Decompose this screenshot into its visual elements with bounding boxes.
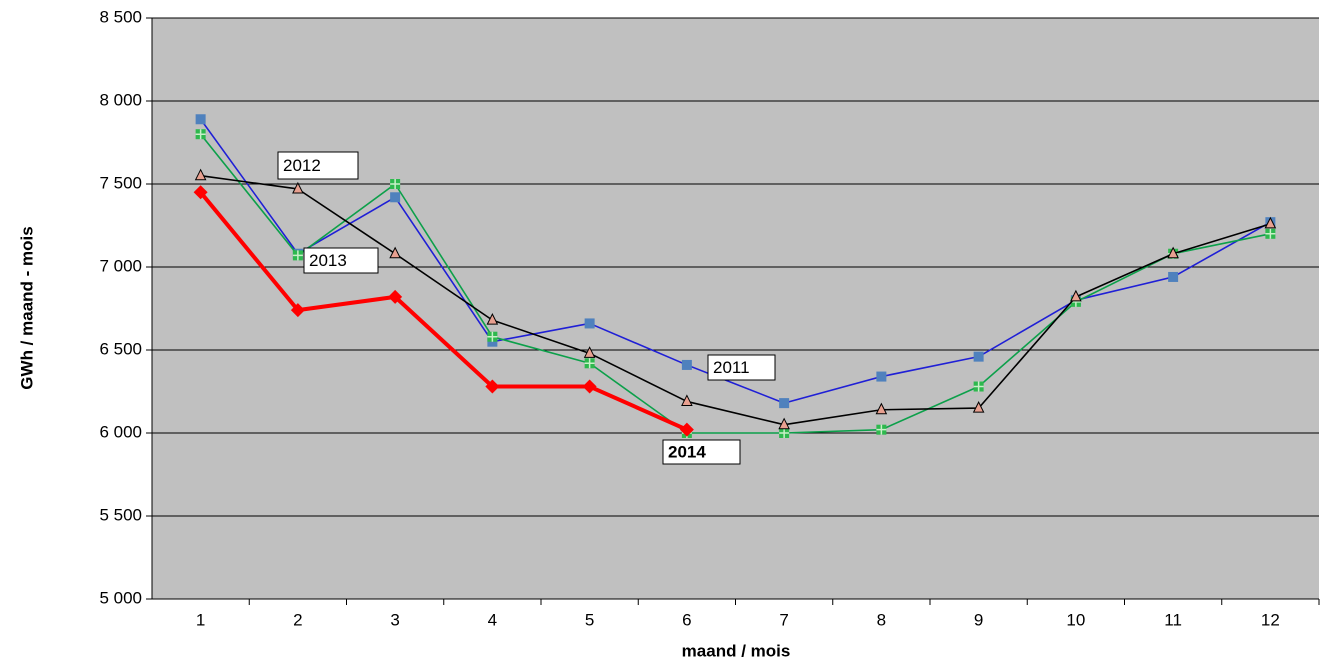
x-tick-label: 6 — [682, 610, 691, 629]
x-tick-label: 3 — [390, 610, 399, 629]
marker — [876, 424, 887, 435]
marker — [292, 181, 304, 194]
x-tick-label: 11 — [1164, 610, 1182, 629]
x-tick-label: 10 — [1066, 610, 1085, 629]
marker-cross — [973, 381, 984, 392]
marker-cross — [876, 424, 887, 435]
marker — [1167, 246, 1179, 259]
y-tick-label: 5 500 — [99, 505, 142, 524]
series-line — [200, 174, 1271, 426]
y-tick-label: 5 000 — [99, 588, 142, 607]
marker — [779, 428, 790, 438]
marker — [390, 192, 401, 203]
marker-cross — [779, 428, 790, 438]
marker — [679, 422, 694, 437]
marker — [582, 379, 597, 394]
marker — [583, 346, 596, 358]
series — [194, 168, 1277, 430]
marker — [195, 129, 206, 140]
series-label: 2011 — [713, 358, 750, 377]
marker — [778, 417, 790, 430]
label-box — [707, 354, 776, 381]
marker — [390, 179, 401, 189]
x-axis-title: maand / mois — [682, 641, 791, 660]
x-tick-label: 7 — [779, 610, 788, 629]
marker — [486, 313, 499, 325]
marker — [584, 358, 595, 369]
marker — [1070, 289, 1082, 302]
series-line — [200, 133, 1271, 434]
marker — [194, 168, 207, 181]
marker — [1264, 216, 1277, 229]
label-box — [303, 247, 379, 274]
marker — [779, 398, 790, 409]
marker — [195, 114, 206, 125]
marker-cross — [195, 129, 206, 140]
marker — [1265, 228, 1276, 239]
marker — [487, 331, 498, 342]
marker — [972, 400, 985, 413]
marker-cross — [292, 250, 303, 261]
x-tick-label: 8 — [877, 610, 886, 629]
marker — [584, 318, 595, 329]
y-tick-label: 7 000 — [99, 256, 142, 275]
marker — [193, 185, 208, 200]
marker — [875, 402, 888, 415]
marker — [973, 381, 984, 392]
marker — [290, 303, 305, 318]
marker-cross — [390, 179, 401, 189]
marker-cross — [1265, 228, 1276, 239]
y-tick-label: 6 500 — [99, 339, 142, 358]
marker — [1168, 271, 1179, 282]
marker — [973, 351, 984, 362]
marker-cross — [584, 358, 595, 369]
plot-area — [152, 18, 1319, 599]
marker — [389, 246, 401, 259]
marker — [292, 250, 303, 261]
x-tick-label: 2 — [293, 610, 302, 629]
series-label: 2013 — [309, 251, 347, 270]
x-tick-label: 5 — [585, 610, 594, 629]
marker — [485, 379, 500, 394]
marker — [681, 394, 693, 406]
y-tick-label: 8 000 — [99, 90, 142, 109]
marker — [876, 371, 887, 382]
marker — [681, 359, 692, 370]
label-box — [662, 439, 741, 465]
y-tick-label: 7 500 — [99, 173, 142, 192]
series — [193, 185, 694, 437]
series-label: 2012 — [283, 156, 321, 175]
marker — [388, 289, 403, 304]
x-tick-label: 4 — [488, 610, 497, 629]
series-line — [199, 191, 688, 432]
series-label: 2014 — [668, 442, 706, 461]
label-box — [277, 151, 359, 180]
x-tick-label: 1 — [196, 610, 205, 629]
y-tick-label: 8 500 — [99, 7, 142, 26]
series-line — [199, 118, 1271, 404]
marker-cross — [487, 331, 498, 342]
x-tick-label: 9 — [974, 610, 983, 629]
y-axis-title: GWh / maand - mois — [17, 226, 36, 389]
y-tick-label: 6 000 — [99, 422, 142, 441]
x-tick-label: 12 — [1261, 610, 1280, 629]
